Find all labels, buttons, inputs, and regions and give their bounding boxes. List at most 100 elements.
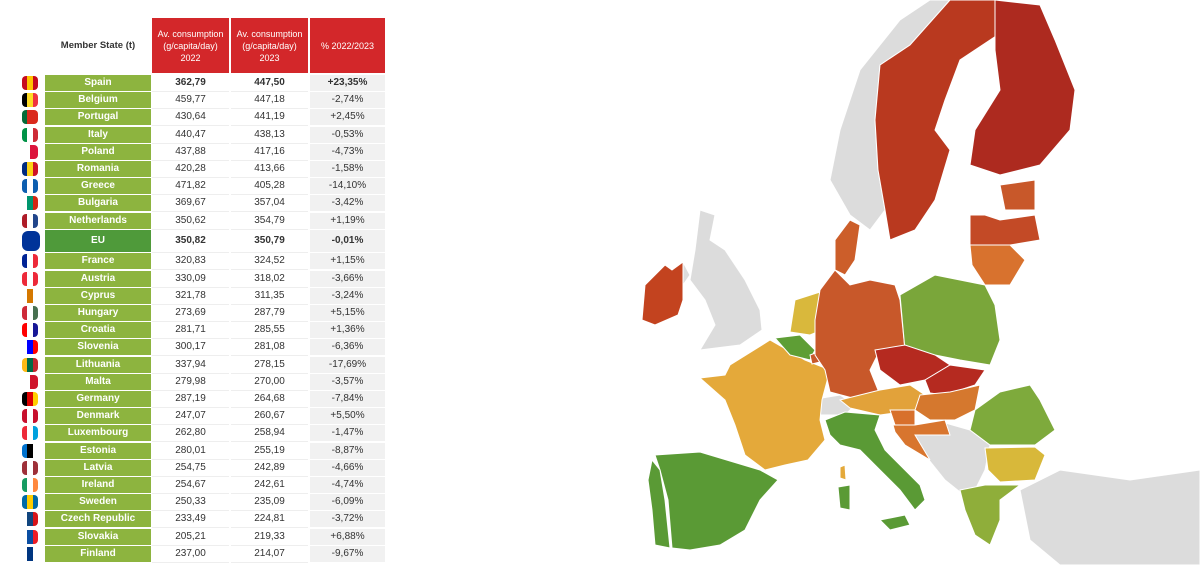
country-name: France — [45, 253, 151, 270]
flag-icon — [22, 391, 38, 406]
value-2022: 233,49 — [152, 511, 229, 529]
flag-icon — [22, 305, 38, 320]
pct-change: -3,57% — [310, 373, 385, 390]
header-pct: % 2022/2023 — [310, 18, 385, 73]
map-sweden — [874, 0, 1006, 241]
pct-change: +5,50% — [310, 408, 385, 425]
country-name: Poland — [45, 143, 151, 160]
value-2022: 281,71 — [152, 322, 229, 340]
flag-icon — [22, 460, 38, 475]
pct-change: -3,42% — [310, 195, 385, 212]
value-2022: 440,47 — [152, 127, 229, 144]
pct-change: -9,67% — [310, 545, 385, 562]
country-name: Portugal — [45, 109, 151, 126]
country-name: Slovenia — [45, 339, 151, 356]
flag-icon — [22, 76, 38, 90]
map-uk — [689, 209, 763, 351]
country-name: Ireland — [45, 476, 151, 493]
value-2023: 350,79 — [231, 230, 308, 253]
flag-icon — [22, 357, 38, 372]
value-2023: 438,13 — [231, 127, 308, 144]
map-bulgaria — [984, 446, 1046, 483]
value-2022: 262,80 — [152, 425, 229, 443]
flag-icon — [22, 179, 38, 194]
value-2023: 354,79 — [231, 213, 308, 230]
country-name: Czech Republic — [45, 511, 151, 528]
pct-change: -17,69% — [310, 356, 385, 373]
value-2023: 405,28 — [231, 178, 308, 196]
country-name: Denmark — [45, 408, 151, 425]
country-name: Hungary — [45, 304, 151, 321]
pct-change: +2,45% — [310, 109, 385, 126]
pct-change: -1,47% — [310, 425, 385, 442]
map-latvia — [969, 214, 1041, 246]
flag-icon — [22, 144, 38, 159]
map-italy — [878, 514, 911, 531]
value-2022: 280,01 — [152, 443, 229, 460]
value-2022: 205,21 — [152, 529, 229, 546]
map-croatia — [892, 419, 951, 461]
value-2022: 459,77 — [152, 92, 229, 110]
value-2023: 242,89 — [231, 460, 308, 477]
value-2023: 324,52 — [231, 253, 308, 271]
pct-change: -3,24% — [310, 287, 385, 304]
pct-change: -14,10% — [310, 178, 385, 195]
country-name: Germany — [45, 390, 151, 407]
pct-change: -7,84% — [310, 390, 385, 407]
country-name: Bulgaria — [45, 195, 151, 212]
pct-change: -6,36% — [310, 339, 385, 356]
value-2023: 258,94 — [231, 425, 308, 443]
value-2023: 264,68 — [231, 391, 308, 408]
value-2022: 287,19 — [152, 391, 229, 408]
country-name: Croatia — [45, 322, 151, 339]
pct-change: -8,87% — [310, 442, 385, 459]
value-2023: 242,61 — [231, 477, 308, 494]
value-2022: 330,09 — [152, 271, 229, 288]
country-name: Lithuania — [45, 356, 151, 373]
value-2023: 235,09 — [231, 494, 308, 512]
value-2022: 369,67 — [152, 195, 229, 213]
flag-icon — [22, 340, 38, 355]
pct-change: +23,35% — [310, 75, 385, 91]
map-ireland — [641, 261, 684, 326]
country-name: Sweden — [45, 494, 151, 511]
pct-change: +1,19% — [310, 212, 385, 229]
flag-icon — [22, 409, 38, 424]
pct-change: -0,01% — [310, 229, 385, 252]
pct-change: -4,73% — [310, 143, 385, 160]
pct-change: -2,74% — [310, 92, 385, 109]
country-name: Slovakia — [45, 528, 151, 545]
map-denmark — [834, 219, 861, 276]
value-2023: 441,19 — [231, 109, 308, 127]
country-name: Netherlands — [45, 212, 151, 229]
pct-change: -6,09% — [310, 494, 385, 511]
flag-icon — [22, 529, 38, 544]
pct-change: -4,66% — [310, 459, 385, 476]
value-2022: 250,33 — [152, 494, 229, 512]
country-name: Greece — [45, 178, 151, 195]
map-slovakia — [924, 364, 986, 396]
value-2023: 447,50 — [231, 75, 308, 92]
header-member-state: Member State (t) — [60, 40, 136, 51]
flag-icon — [22, 110, 38, 125]
value-2022: 350,82 — [152, 230, 229, 253]
country-name: Finland — [45, 545, 151, 562]
value-2022: 279,98 — [152, 374, 229, 391]
value-2023: 281,08 — [231, 339, 308, 357]
map-lithuania — [969, 244, 1026, 286]
value-2022: 320,83 — [152, 253, 229, 271]
pct-change: -1,58% — [310, 161, 385, 177]
flag-icon — [22, 196, 38, 211]
value-2022: 321,78 — [152, 288, 229, 305]
flag-icon — [22, 546, 38, 561]
country-name: Luxembourg — [45, 425, 151, 442]
country-name: Belgium — [45, 92, 151, 109]
value-2023: 311,35 — [231, 288, 308, 305]
pct-change: -3,66% — [310, 270, 385, 287]
value-2022: 247,07 — [152, 408, 229, 426]
value-2023: 417,16 — [231, 144, 308, 161]
flag-icon — [22, 512, 38, 527]
value-2022: 254,75 — [152, 460, 229, 477]
flag-icon — [22, 374, 38, 389]
